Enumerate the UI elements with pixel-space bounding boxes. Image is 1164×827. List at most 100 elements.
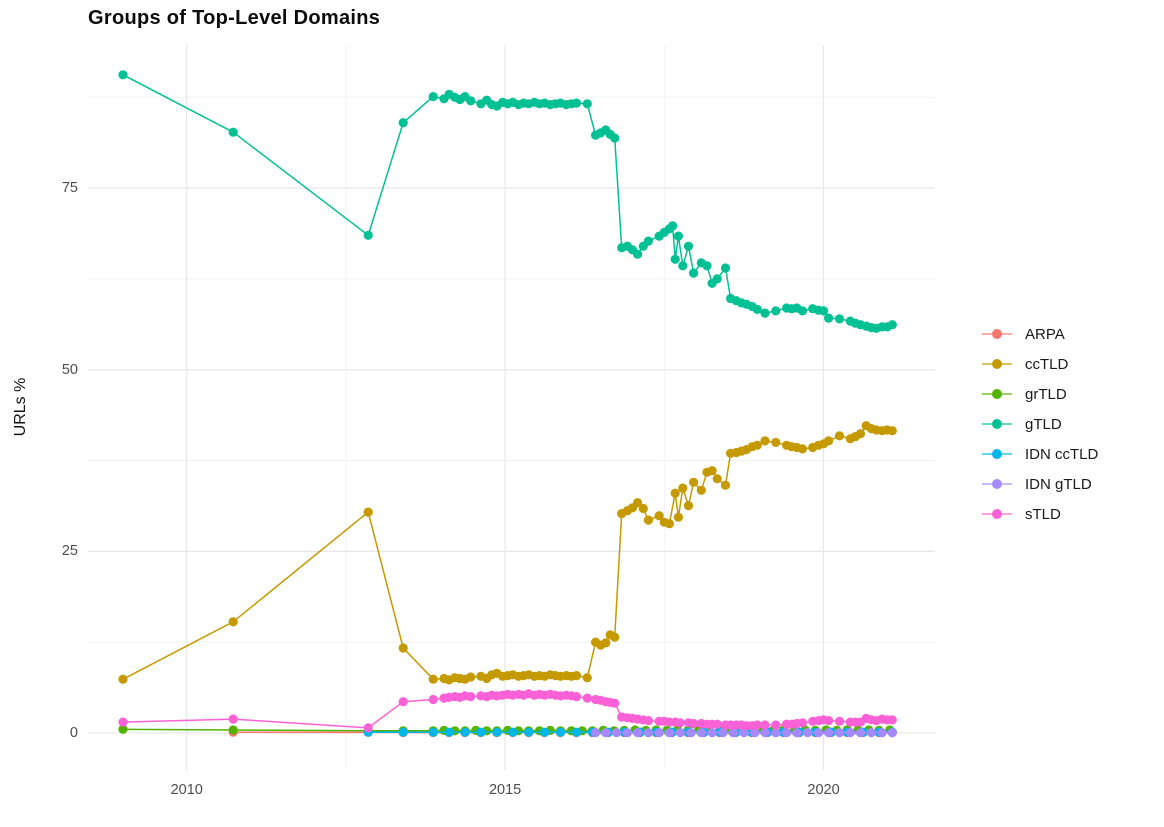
series-idn-cctld-point [540, 727, 550, 737]
series-idn-gtld-point [771, 728, 781, 738]
series-grtld-point [118, 724, 128, 734]
series-cctld-point [571, 671, 582, 681]
series-gtld-point [643, 236, 654, 246]
series-idn-gtld-point [696, 728, 706, 738]
series-idn-gtld-point [664, 728, 675, 738]
series-stld-point [834, 716, 845, 726]
legend-item-gtld: gTLD [982, 409, 1098, 439]
series-cctld-point [752, 440, 762, 450]
series-idn-gtld-point [813, 728, 824, 738]
series-stld-point [689, 718, 699, 729]
legend-key-icon [982, 448, 1012, 460]
series-gtld-point [571, 98, 582, 108]
series-gtld-point [683, 241, 694, 251]
series-gtld-point [797, 306, 808, 316]
legend-item-stld: sTLD [982, 499, 1098, 529]
series-stld-point [752, 720, 762, 730]
series-gtld-point [771, 306, 781, 316]
series-stld-point [118, 717, 128, 727]
series-stld-point [610, 698, 620, 708]
series-idn-cctld-point [476, 727, 486, 737]
series-gtld-point [819, 306, 829, 316]
series-cctld-point [643, 515, 654, 525]
legend-key-icon [982, 478, 1012, 490]
y-tick-label: 50 [61, 361, 78, 378]
series-gtld-point [363, 230, 373, 240]
series-idn-gtld-point [643, 728, 654, 738]
series-idn-gtld-point [824, 728, 834, 738]
series-cctld-point [363, 507, 373, 517]
series-idn-gtld-point [803, 728, 813, 738]
series-idn-gtld-point [707, 728, 717, 738]
legend-label: gTLD [1025, 415, 1062, 433]
series-cctld-point [824, 436, 834, 446]
legend-label: IDN gTLD [1025, 475, 1092, 493]
series-grtld-point [228, 725, 238, 735]
series-idn-gtld-point [877, 728, 887, 738]
series-stld-point [797, 718, 808, 728]
series-cctld-point [696, 485, 706, 495]
x-tick-label: 2015 [488, 782, 522, 798]
series-idn-gtld-point [728, 728, 738, 738]
series-idn-cctld-point [492, 727, 502, 737]
series-cctld-point [633, 498, 643, 508]
y-tick-label: 25 [61, 543, 78, 560]
series-cctld-point [683, 501, 694, 511]
series-cctld-point [855, 429, 866, 439]
series-idn-gtld-point [739, 728, 749, 738]
x-tick-label: 2020 [807, 782, 840, 798]
series-cctld-point [582, 673, 592, 683]
series-cctld-point [834, 431, 845, 441]
series-stld-point [643, 716, 654, 726]
chart-title: Groups of Top-Level Domains [88, 7, 381, 29]
legend-key-icon [982, 418, 1012, 430]
legend-label: sTLD [1025, 505, 1061, 523]
series-idn-gtld-point [845, 728, 855, 738]
series-stld-point [571, 692, 582, 702]
series-gtld-point [673, 231, 684, 241]
series-idn-gtld-point [750, 728, 760, 738]
series-cctld-point [712, 474, 722, 484]
series-cctld-point [707, 466, 717, 476]
series-idn-gtld-point [760, 728, 770, 738]
series-cctld-point [428, 674, 438, 684]
legend-key-icon [982, 358, 1012, 370]
series-gtld-point [118, 70, 128, 80]
series-idn-cctld-point [508, 727, 518, 737]
series-cctld-point [664, 519, 675, 529]
series-gtld-point [824, 313, 834, 323]
legend-item-grtld: grTLD [982, 379, 1098, 409]
series-cctld-point [610, 632, 620, 642]
series-stld-point [228, 714, 238, 724]
series-gtld-point [228, 127, 238, 137]
chart-legend: ARPA ccTLD grTLD gTLD IDN ccTLD IDN gTLD sTLD [982, 319, 1098, 529]
legend-key-icon [982, 508, 1012, 520]
series-cctld-point [797, 444, 808, 454]
series-stld-point [466, 692, 476, 702]
series-stld-point [760, 720, 770, 730]
legend-label: ccTLD [1025, 355, 1069, 373]
series-idn-gtld-point [601, 728, 611, 738]
series-idn-gtld-point [622, 728, 633, 738]
series-idn-gtld-point [654, 728, 664, 738]
series-idn-gtld-point [686, 728, 696, 738]
legend-label: ARPA [1025, 325, 1065, 343]
series-idn-gtld-point [591, 728, 601, 738]
series-idn-gtld-point [866, 728, 876, 738]
series-idn-cctld-point [460, 727, 470, 737]
series-cctld-point [678, 483, 688, 493]
series-idn-gtld-point [782, 728, 792, 738]
series-gtld-point [834, 314, 845, 324]
series-idn-cctld-point [571, 727, 582, 737]
series-idn-gtld-point [612, 728, 622, 738]
series-cctld-point [228, 617, 238, 627]
series-idn-cctld-point [428, 727, 438, 737]
series-gtld-point [712, 274, 722, 284]
legend-label: grTLD [1025, 385, 1067, 403]
series-stld-point [675, 718, 685, 728]
series-idn-gtld-point [887, 728, 897, 738]
series-idn-gtld-point [718, 728, 728, 738]
series-stld-point [771, 720, 781, 730]
series-gtld-point [760, 308, 770, 318]
